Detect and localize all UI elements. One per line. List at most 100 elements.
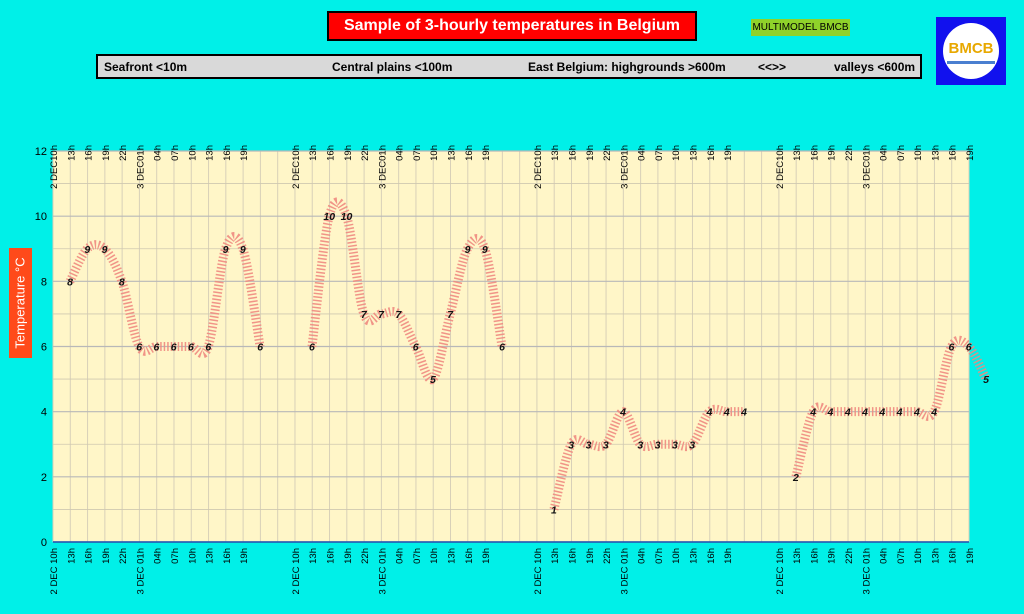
x-tick-label-bottom: 13h [550,548,561,564]
data-label: 6 [949,342,955,354]
data-label: 6 [188,342,194,354]
x-tick-label-bottom: 19h [723,548,734,564]
data-label: 4 [706,407,713,419]
x-tick-label-top: 07h [412,145,423,161]
x-tick-label-top: 13h [308,145,319,161]
x-tick-label-bottom: 04h [879,548,890,564]
x-tick-label-bottom: 10h [187,548,198,564]
x-tick-label-bottom: 16h [84,548,95,564]
x-tick-label-bottom: 04h [637,548,648,564]
y-tick-label: 2 [41,472,47,484]
data-label: 6 [136,342,142,354]
data-label: 6 [499,342,505,354]
data-label: 6 [309,342,315,354]
x-tick-label-top: 13h [792,145,803,161]
x-tick-label-top: 2 DEC10h [533,145,544,189]
x-tick-label-top: 04h [879,145,890,161]
x-tick-label-top: 13h [447,145,458,161]
data-label: 6 [413,342,419,354]
x-tick-label-top: 19h [101,145,112,161]
x-tick-label-top: 16h [948,145,959,161]
x-tick-label-top: 3 DEC01h [861,145,872,189]
data-label: 4 [619,407,626,419]
x-tick-label-top: 2 DEC10h [775,145,786,189]
x-tick-label-top: 04h [637,145,648,161]
x-tick-label-top: 13h [550,145,561,161]
chart-title: Sample of 3-hourly temperatures in Belgi… [327,11,697,41]
data-label: 7 [395,309,402,321]
x-tick-label-bottom: 10h [913,548,924,564]
data-label: 4 [809,407,816,419]
x-tick-label-top: 19h [965,145,976,161]
x-tick-label-top: 19h [827,145,838,161]
data-label: 3 [672,439,678,451]
data-label: 4 [723,407,730,419]
x-tick-label-top: 22h [602,145,613,161]
x-tick-label-top: 13h [205,145,216,161]
data-label: 6 [171,342,177,354]
x-tick-label-bottom: 19h [101,548,112,564]
x-tick-label-bottom: 13h [930,548,941,564]
x-tick-label-top: 19h [239,145,250,161]
y-tick-label: 8 [41,276,47,288]
x-tick-label-bottom: 07h [654,548,665,564]
data-label: 4 [913,407,920,419]
x-tick-label-top: 16h [809,145,820,161]
region-valleys: valleys <600m [834,60,916,74]
x-tick-label-bottom: 19h [965,548,976,564]
x-tick-label-top: 3 DEC01h [619,145,630,189]
x-tick-label-top: 10h [187,145,198,161]
x-tick-label-bottom: 07h [170,548,181,564]
x-tick-label-top: 10h [671,145,682,161]
region-central: Central plains <100m [332,60,453,74]
x-tick-label-bottom: 22h [118,548,129,564]
x-tick-label-top: 22h [844,145,855,161]
x-tick-label-top: 13h [688,145,699,161]
data-label: 3 [655,439,661,451]
x-tick-label-bottom: 2 DEC 10h [49,548,60,594]
logo-stripe [947,61,995,64]
data-label: 5 [983,374,989,386]
x-tick-label-bottom: 22h [602,548,613,564]
x-tick-label-bottom: 22h [360,548,371,564]
x-tick-label-top: 10h [913,145,924,161]
data-label: 8 [67,276,73,288]
x-tick-label-top: 22h [118,145,129,161]
x-tick-label-bottom: 13h [792,548,803,564]
y-tick-label: 10 [35,211,47,223]
x-tick-label-top: 16h [222,145,233,161]
x-tick-label-bottom: 13h [66,548,77,564]
series-line-1 [65,232,265,359]
x-tick-label-bottom: 16h [809,548,820,564]
x-tick-label-bottom: 22h [844,548,855,564]
series-line-4 [791,335,991,478]
x-tick-label-top: 22h [360,145,371,161]
data-label: 1 [551,504,557,516]
logo-text: BMCB [948,40,994,57]
bmcb-logo: BMCB [936,17,1006,85]
data-label: 7 [447,309,454,321]
data-label: 10 [323,211,335,223]
data-label: 2 [792,472,799,484]
x-tick-label-top: 2 DEC10h [291,145,302,189]
data-label: 3 [568,439,574,451]
x-tick-label-bottom: 16h [222,548,233,564]
data-label: 10 [341,211,353,223]
y-tick-label: 4 [41,407,47,419]
x-tick-label-bottom: 2 DEC 10h [291,548,302,594]
x-tick-label-bottom: 16h [567,548,578,564]
data-label: 5 [430,374,436,386]
x-tick-label-top: 3 DEC01h [135,145,146,189]
x-tick-label-top: 19h [343,145,354,161]
y-tick-label: 6 [41,342,47,354]
y-tick-label: 12 [35,146,47,158]
x-tick-label-bottom: 19h [343,548,354,564]
data-label: 8 [119,276,125,288]
x-tick-label-top: 04h [395,145,406,161]
x-tick-label-top: 04h [153,145,164,161]
x-tick-label-top: 07h [896,145,907,161]
data-label: 3 [586,439,592,451]
data-label: 4 [861,407,868,419]
x-tick-label-top: 3 DEC01h [377,145,388,189]
